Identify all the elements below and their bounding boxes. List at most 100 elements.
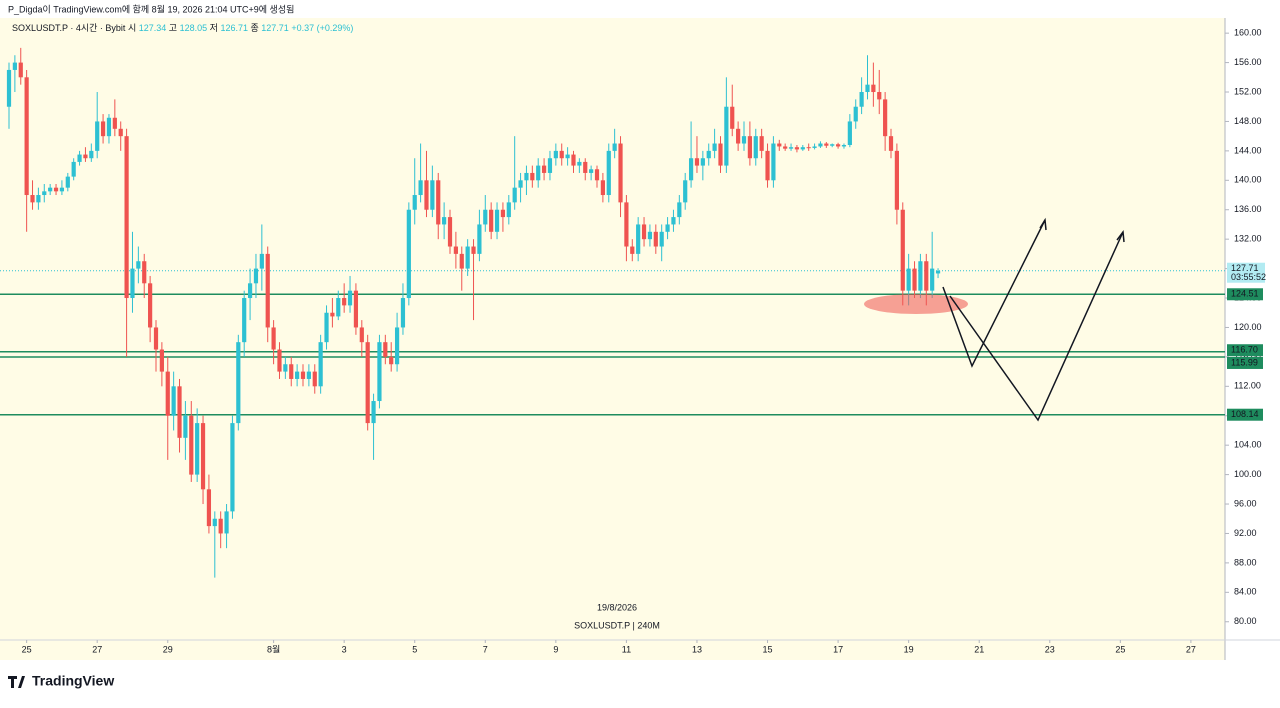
candle-body xyxy=(83,154,88,159)
y-tick-label: 136.00 xyxy=(1234,204,1262,214)
x-tick-label: 29 xyxy=(163,644,173,654)
candle-body xyxy=(565,154,570,159)
x-tick-label: 13 xyxy=(692,644,702,654)
candle-body xyxy=(606,150,611,196)
y-tick-label: 92.00 xyxy=(1234,528,1257,538)
candle-body xyxy=(224,511,229,534)
candle-body xyxy=(659,231,664,247)
candle-body xyxy=(436,180,441,225)
y-tick-label: 80.00 xyxy=(1234,616,1257,626)
candle-body xyxy=(400,298,406,328)
candle-body xyxy=(736,128,741,144)
candle-body xyxy=(200,423,206,490)
y-tick-label: 160.00 xyxy=(1234,28,1262,38)
legend-change: +0.37 (+0.29%) xyxy=(291,23,353,33)
candle-body xyxy=(718,143,723,166)
candle-body xyxy=(783,146,788,149)
candle-body xyxy=(283,364,288,372)
candle-body xyxy=(900,209,905,291)
candle-body xyxy=(653,231,658,247)
candle-body xyxy=(883,99,888,137)
y-tick-label: 84.00 xyxy=(1234,587,1257,597)
candle-body xyxy=(148,283,153,328)
candle-body xyxy=(377,342,382,402)
candle-body xyxy=(541,165,547,173)
legend-ohlc-label: 저 xyxy=(210,23,218,33)
chart-background xyxy=(0,18,1225,660)
candle-body xyxy=(847,121,852,145)
level-label: 108.14 xyxy=(1231,409,1259,419)
candle-body xyxy=(265,253,270,328)
x-tick-label: 11 xyxy=(622,644,631,654)
x-tick-label: 25 xyxy=(22,644,32,654)
candle-body xyxy=(136,261,141,269)
candle-body xyxy=(636,224,641,254)
candle-body xyxy=(342,298,347,306)
y-tick-label: 148.00 xyxy=(1234,116,1262,126)
arrow-head xyxy=(1116,230,1125,243)
candle-body xyxy=(759,136,764,151)
y-tick-label: 96.00 xyxy=(1234,498,1257,508)
candle-body xyxy=(694,158,700,166)
candle-body xyxy=(677,202,682,218)
candle-body xyxy=(359,327,364,343)
candle-body xyxy=(612,143,617,151)
projection-path xyxy=(949,231,1124,422)
candle-body xyxy=(600,180,605,196)
y-tick-label: 88.00 xyxy=(1234,557,1257,567)
y-tick-label: 104.00 xyxy=(1234,440,1262,450)
level-label-box xyxy=(1227,288,1263,301)
candle-body xyxy=(347,290,353,306)
arrow-head xyxy=(1039,217,1047,231)
candle-body xyxy=(130,268,135,299)
candle-body xyxy=(630,246,635,254)
candle-body xyxy=(500,209,506,218)
candle-body xyxy=(124,136,129,299)
candle-body xyxy=(465,246,470,269)
candle-body xyxy=(12,62,17,70)
x-tick-label: 25 xyxy=(1115,644,1125,654)
candle-body xyxy=(536,165,541,181)
y-tick-label: 152.00 xyxy=(1234,86,1262,96)
x-tick-label: 21 xyxy=(974,644,984,654)
level-label-box xyxy=(1227,408,1263,421)
candle-body xyxy=(236,342,241,424)
candle-body xyxy=(330,312,335,317)
candle-body xyxy=(906,268,911,291)
candle-body xyxy=(706,150,711,159)
candle-body xyxy=(683,180,688,203)
candle-body xyxy=(559,150,564,159)
y-tick-label: 144.00 xyxy=(1234,145,1262,155)
candle-body xyxy=(365,342,370,424)
candle-body xyxy=(647,231,653,240)
candle-body xyxy=(48,187,53,192)
candle-body xyxy=(512,187,517,203)
candle-body xyxy=(700,158,705,166)
candle-body xyxy=(159,349,164,372)
level-label: 116.70 xyxy=(1231,345,1258,355)
level-label: 124.51 xyxy=(1231,289,1259,299)
candle-body xyxy=(424,180,429,210)
candle-body xyxy=(471,246,476,254)
candle-body xyxy=(888,136,894,151)
candle-body xyxy=(753,136,758,159)
candle-body xyxy=(53,187,59,192)
x-tick-label: 15 xyxy=(763,644,773,654)
candle-body xyxy=(42,191,47,196)
candle-body xyxy=(747,136,752,159)
candle-body xyxy=(324,312,329,343)
candle-body xyxy=(65,176,70,188)
countdown-label: 03:55:52 xyxy=(1231,272,1266,282)
candle-body xyxy=(835,144,841,147)
candle-body xyxy=(212,518,217,527)
candle-body xyxy=(477,224,482,254)
candle-body xyxy=(312,371,317,387)
y-tick-label: 132.00 xyxy=(1234,234,1262,244)
candle-body xyxy=(171,386,176,416)
candle-body xyxy=(318,342,323,387)
legend-ohlc-label: 시 xyxy=(128,23,136,33)
candle-body xyxy=(583,161,588,173)
candle-body xyxy=(530,172,535,181)
candle-body xyxy=(618,143,623,203)
candle-body xyxy=(518,180,523,188)
